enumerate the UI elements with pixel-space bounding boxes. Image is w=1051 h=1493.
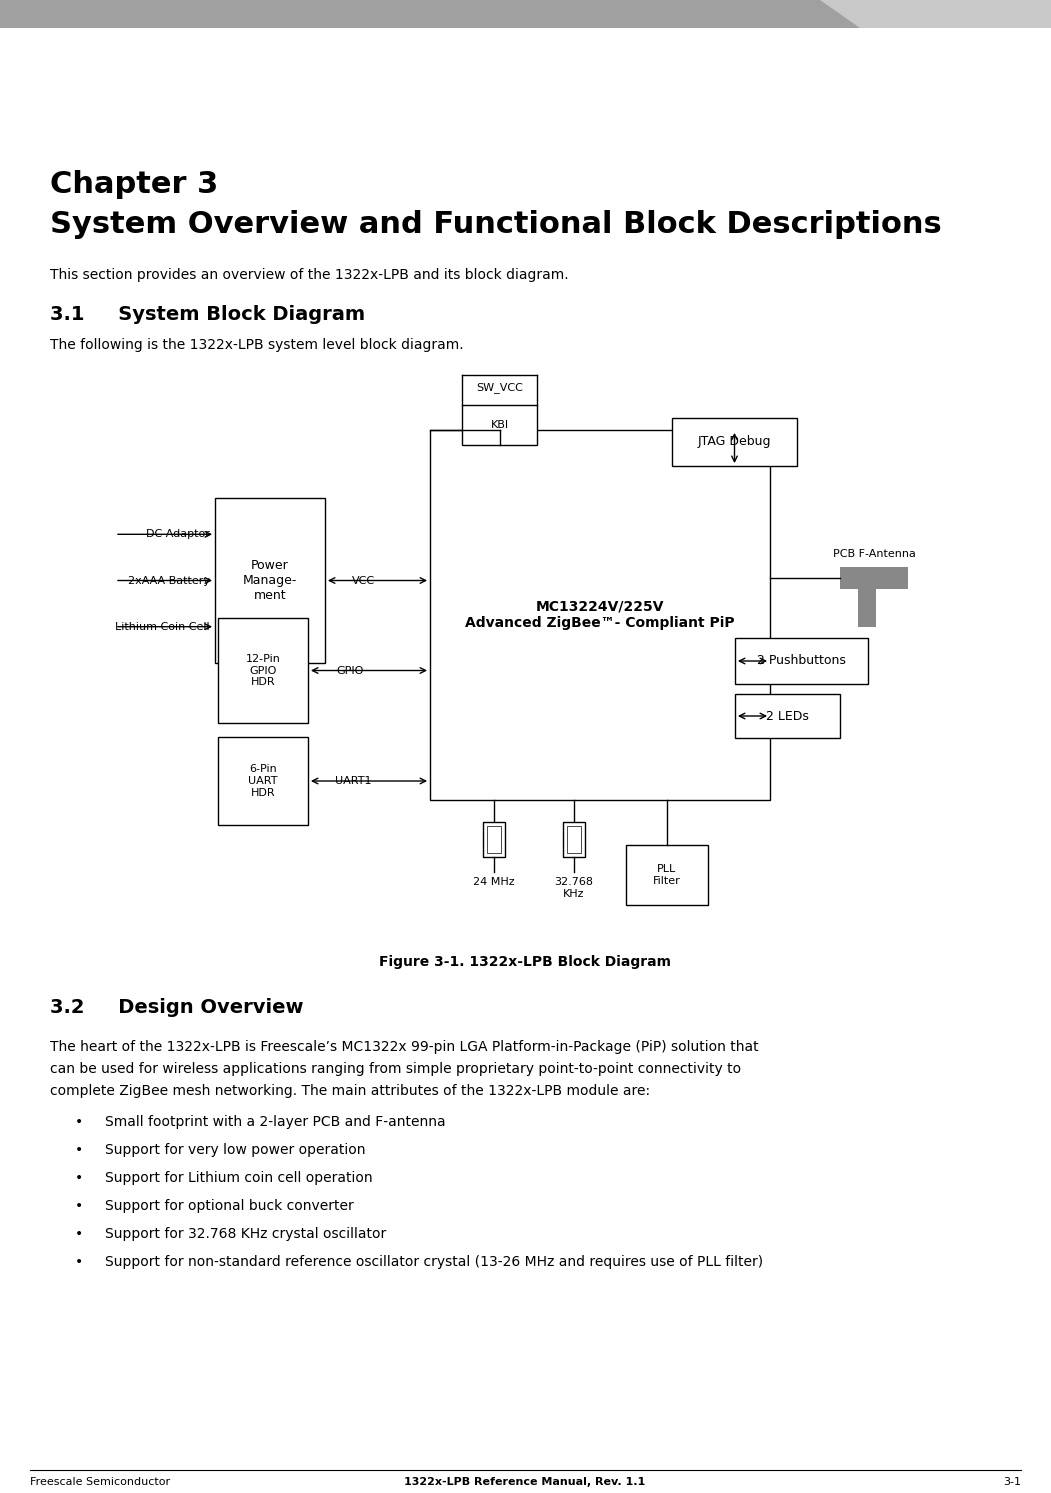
Text: 24 MHz: 24 MHz xyxy=(473,876,515,887)
Text: •: • xyxy=(75,1256,83,1269)
Text: Support for 32.768 KHz crystal oscillator: Support for 32.768 KHz crystal oscillato… xyxy=(105,1227,387,1241)
Text: 32.768
KHz: 32.768 KHz xyxy=(555,876,594,899)
Text: •: • xyxy=(75,1227,83,1241)
Text: 2xAAA Battery: 2xAAA Battery xyxy=(128,575,210,585)
Text: can be used for wireless applications ranging from simple proprietary point-to-p: can be used for wireless applications ra… xyxy=(50,1062,741,1076)
Text: Lithium Coin Cell: Lithium Coin Cell xyxy=(116,621,210,632)
Text: Support for optional buck converter: Support for optional buck converter xyxy=(105,1199,354,1212)
Bar xyxy=(430,430,770,800)
Text: 1322x-LPB Reference Manual, Rev. 1.1: 1322x-LPB Reference Manual, Rev. 1.1 xyxy=(405,1477,645,1487)
Text: System Overview and Functional Block Descriptions: System Overview and Functional Block Des… xyxy=(50,211,942,239)
Text: Figure 3-1. 1322x-LPB Block Diagram: Figure 3-1. 1322x-LPB Block Diagram xyxy=(379,956,671,969)
Bar xyxy=(487,826,501,853)
Bar xyxy=(840,567,908,590)
Bar xyxy=(858,590,875,627)
Text: Power
Manage-
ment: Power Manage- ment xyxy=(243,558,297,602)
Text: 3-1: 3-1 xyxy=(1003,1477,1021,1487)
Text: KBI: KBI xyxy=(491,420,509,430)
Text: JTAG Debug: JTAG Debug xyxy=(698,436,771,448)
Text: DC Adaptor: DC Adaptor xyxy=(146,530,210,539)
Text: 2 Pushbuttons: 2 Pushbuttons xyxy=(757,654,846,667)
Text: •: • xyxy=(75,1115,83,1129)
Text: VCC: VCC xyxy=(351,575,374,585)
Bar xyxy=(483,823,504,857)
Text: Support for non-standard reference oscillator crystal (13-26 MHz and requires us: Support for non-standard reference oscil… xyxy=(105,1256,763,1269)
Text: Support for Lithium coin cell operation: Support for Lithium coin cell operation xyxy=(105,1171,373,1185)
Bar xyxy=(735,638,868,684)
Text: Small footprint with a 2-layer PCB and F-antenna: Small footprint with a 2-layer PCB and F… xyxy=(105,1115,446,1129)
Bar xyxy=(672,418,797,466)
Text: MC13224V/225V
Advanced ZigBee™- Compliant PiP: MC13224V/225V Advanced ZigBee™- Complian… xyxy=(466,600,735,630)
Bar xyxy=(462,405,537,445)
Bar xyxy=(626,845,708,905)
Text: GPIO: GPIO xyxy=(336,666,364,675)
Bar xyxy=(218,618,308,723)
Text: PLL
Filter: PLL Filter xyxy=(653,864,681,885)
Bar xyxy=(563,823,585,857)
Text: 12-Pin
GPIO
HDR: 12-Pin GPIO HDR xyxy=(246,654,281,687)
Bar xyxy=(0,0,1051,28)
Text: 3.1     System Block Diagram: 3.1 System Block Diagram xyxy=(50,305,365,324)
Text: Freescale Semiconductor: Freescale Semiconductor xyxy=(30,1477,170,1487)
Bar xyxy=(566,826,581,853)
Text: PCB F-Antenna: PCB F-Antenna xyxy=(832,549,915,558)
Bar xyxy=(735,694,840,738)
Text: The heart of the 1322x-LPB is Freescale’s MC1322x 99-pin LGA Platform-in-Package: The heart of the 1322x-LPB is Freescale’… xyxy=(50,1041,759,1054)
Text: SW_VCC: SW_VCC xyxy=(476,382,523,393)
Text: Chapter 3: Chapter 3 xyxy=(50,170,219,199)
Text: UART1: UART1 xyxy=(335,776,371,785)
Bar xyxy=(218,738,308,826)
Bar xyxy=(215,499,325,663)
Polygon shape xyxy=(820,0,1051,28)
Text: This section provides an overview of the 1322x-LPB and its block diagram.: This section provides an overview of the… xyxy=(50,269,569,282)
Text: 3.2     Design Overview: 3.2 Design Overview xyxy=(50,997,304,1017)
Text: The following is the 1322x-LPB system level block diagram.: The following is the 1322x-LPB system le… xyxy=(50,337,463,352)
Text: •: • xyxy=(75,1144,83,1157)
Text: 6-Pin
UART
HDR: 6-Pin UART HDR xyxy=(248,764,277,797)
Text: •: • xyxy=(75,1171,83,1185)
Text: 2 LEDs: 2 LEDs xyxy=(766,709,809,723)
Text: complete ZigBee mesh networking. The main attributes of the 1322x-LPB module are: complete ZigBee mesh networking. The mai… xyxy=(50,1084,651,1097)
Text: Support for very low power operation: Support for very low power operation xyxy=(105,1144,366,1157)
Text: •: • xyxy=(75,1199,83,1212)
